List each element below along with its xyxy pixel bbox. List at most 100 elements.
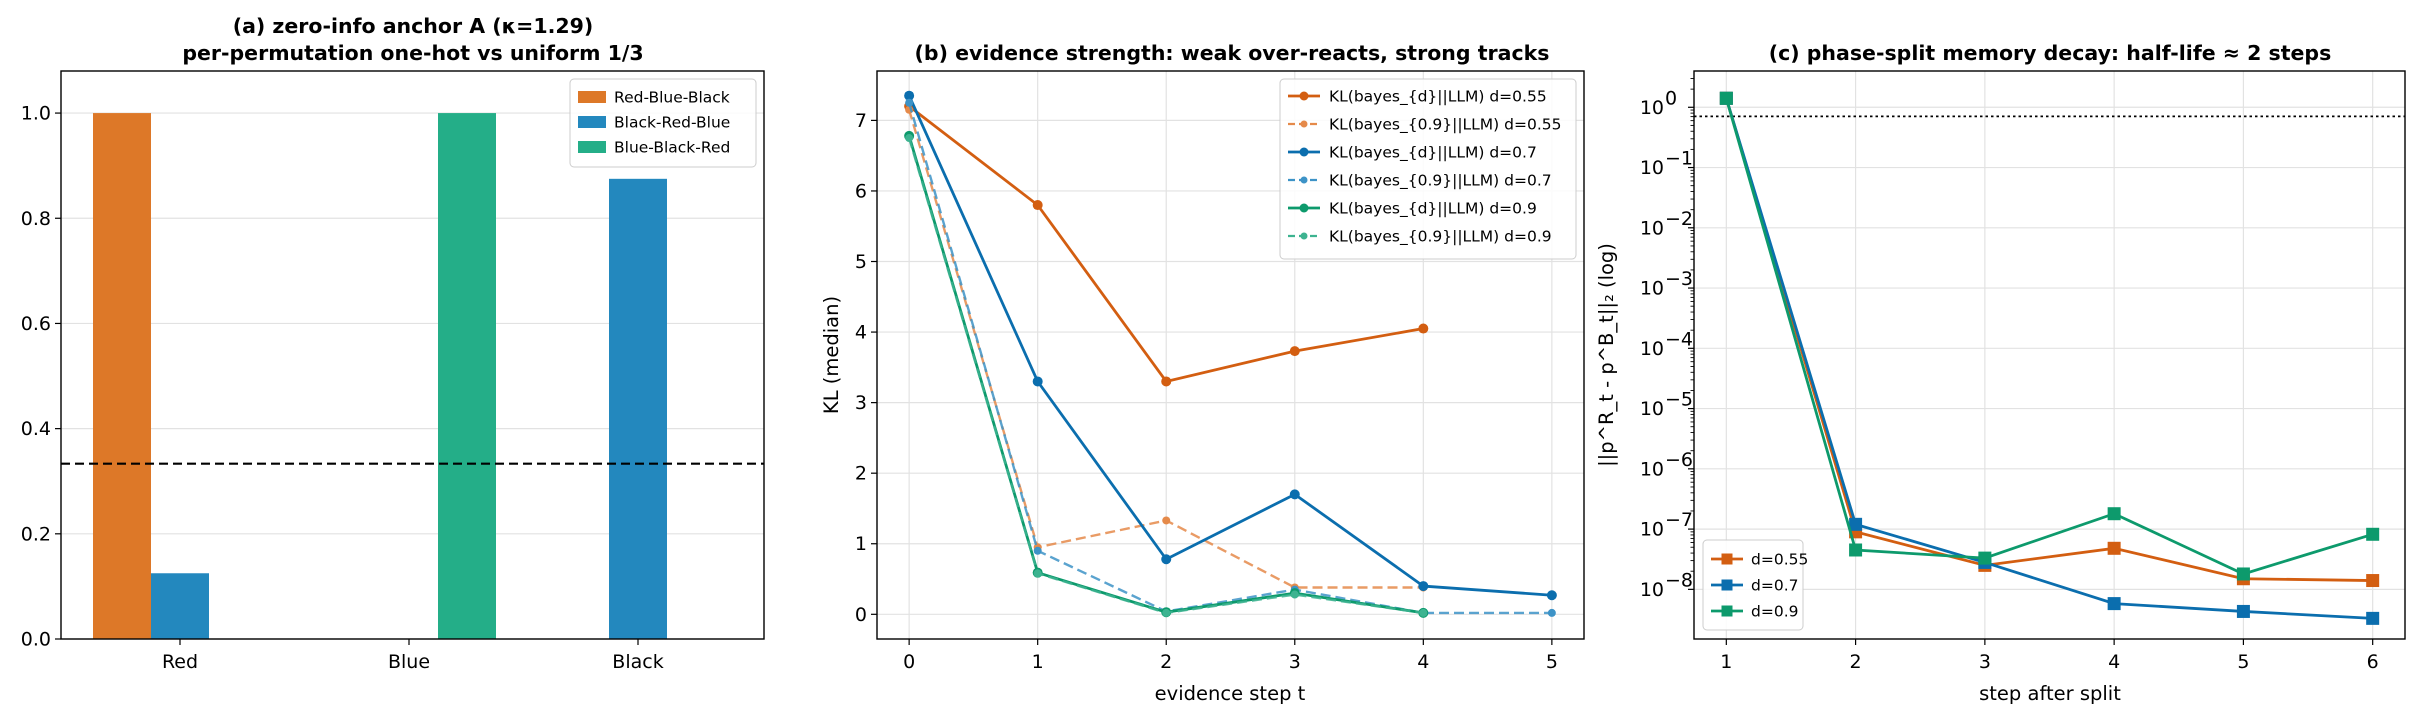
panel-b-legend-box [1279, 78, 1577, 260]
panel-c-data-point [2366, 611, 2380, 625]
panel-b-legend-marker [1299, 91, 1309, 101]
panel-b-data-point [1418, 323, 1429, 334]
panel-c-legend-marker [1721, 553, 1733, 565]
panel-b-legend-marker [1300, 232, 1308, 240]
panel-a-x-tick-label: Red [162, 651, 198, 673]
panel-b-y-tick-label: 1 [855, 533, 867, 555]
panel-b-legend-label: KL(bayes_{0.9}||LLM) d=0.7 [1329, 172, 1552, 191]
panel-c-y-tick-label: 10 [1640, 278, 1664, 300]
panel-c-data-point [1719, 91, 1733, 105]
panel-c-y-tick-exponent: −3 [1665, 268, 1693, 290]
panel-b-series-line [907, 95, 1552, 597]
panel-a-bar [93, 113, 151, 639]
panel-b-data-point [1032, 376, 1043, 387]
panel-b-data-point [1547, 608, 1556, 617]
panel-a-y-tick-label: 0.0 [21, 629, 51, 651]
panel-c-y-tick-exponent: −8 [1665, 569, 1693, 591]
panel-c-y-tick-exponent: −2 [1665, 208, 1693, 230]
panel-b-data-point [905, 98, 914, 107]
panel-a-y-tick-label: 0.4 [21, 418, 51, 440]
panel-b-series-line [907, 102, 1552, 615]
panel-c-y-tick-exponent: −1 [1665, 148, 1693, 170]
panel-b-data-point [1162, 608, 1171, 617]
panel-c-y-axis-label: ||p^R_t - p^B_t||₂ (log) [1595, 243, 1618, 467]
panel-c-data-point [2107, 597, 2121, 611]
panel-a-legend-swatch [578, 141, 606, 153]
panel-c-title: (c) phase-split memory decay: half-life … [1769, 41, 2332, 65]
panel-b-y-tick-label: 4 [855, 322, 867, 344]
panel-a-legend-label: Black-Red-Blue [614, 114, 730, 132]
panel-b-y-tick-label: 2 [855, 463, 867, 485]
panel-a-legend-swatch [578, 116, 606, 128]
panel-b-data-point [1289, 346, 1300, 357]
panel-c-legend-label: d=0.9 [1751, 603, 1798, 621]
panel-a-y-tick-label: 0.2 [21, 523, 51, 545]
panel-b: (b) evidence strength: weak over-reacts,… [820, 41, 1585, 705]
panel-b-data-point [1032, 200, 1043, 211]
panel-c-x-tick-label: 3 [1979, 651, 1991, 673]
panel-b-title: (b) evidence strength: weak over-reacts,… [915, 41, 1550, 65]
panel-a-legend-label: Red-Blue-Black [614, 89, 730, 107]
panel-c-y-tick-label: 10 [1640, 398, 1664, 420]
panel-c-y-tick-exponent: −7 [1665, 509, 1693, 531]
panel-c: (c) phase-split memory decay: half-life … [1595, 41, 2406, 705]
panel-a-title-line-2: per-permutation one-hot vs uniform 1/3 [182, 41, 643, 65]
panel-b-x-tick-label: 0 [903, 651, 915, 673]
panel-a-x-tick-label: Black [612, 651, 663, 673]
panel-c-x-tick-label: 4 [2108, 651, 2120, 673]
panel-b-legend-marker [1299, 147, 1309, 157]
panel-c-x-tick-label: 6 [2367, 651, 2379, 673]
panel-c-x-tick-label: 5 [2237, 651, 2249, 673]
panel-a-legend-box [569, 78, 757, 168]
panel-b-legend: KL(bayes_{d}||LLM) d=0.55 KL(bayes_{0.9}|… [1279, 78, 1577, 260]
panel-a-y-tick-label: 1.0 [21, 103, 51, 125]
panel-c-series-line [1724, 97, 2374, 576]
panel-b-y-tick-label: 3 [855, 392, 867, 414]
panel-c-x-axis-label: step after split [1979, 682, 2121, 705]
panel-c-y-tick-exponent: −4 [1665, 328, 1693, 350]
panel-b-axes-frame [876, 70, 1585, 640]
panel-a-bar [151, 573, 209, 639]
panel-b-x-tick-label: 2 [1160, 651, 1172, 673]
panel-c-y-tick-exponent: −6 [1665, 449, 1693, 471]
panel-b-data-point [1161, 554, 1172, 565]
panel-b-data-point [904, 90, 915, 101]
panel-c-y-tick-label: 10 [1640, 519, 1664, 541]
panel-c-legend-label: d=0.7 [1751, 577, 1798, 595]
panel-c-legend-label: d=0.55 [1751, 551, 1808, 569]
panel-b-legend-marker [1300, 176, 1308, 184]
panel-a-y-tick-label: 0.8 [21, 208, 51, 230]
panel-b-data-point [1162, 516, 1171, 525]
panel-b-y-tick-label: 7 [855, 110, 867, 132]
panel-c-x-tick-label: 2 [1850, 651, 1862, 673]
panel-c-data-point [2236, 567, 2250, 581]
panel-b-x-tick-label: 1 [1032, 651, 1044, 673]
panel-c-legend: d=0.55 d=0.7 d=0.9 [1702, 539, 1808, 631]
panel-c-legend-marker [1721, 579, 1733, 591]
panel-a-x-tick-label: Blue [388, 651, 430, 673]
panel-a-bar [438, 113, 496, 639]
panel-a-axes-frame [60, 70, 765, 640]
panel-b-x-tick-label: 4 [1417, 651, 1429, 673]
panel-c-y-tick-label: 10 [1640, 579, 1664, 601]
panel-c-y-tick-label: 10 [1640, 97, 1664, 119]
panel-b-legend-label: KL(bayes_{d}||LLM) d=0.55 [1329, 88, 1547, 107]
panel-c-data-point [2107, 507, 2121, 521]
panel-b-x-tick-label: 5 [1546, 651, 1558, 673]
panel-c-series-line [1724, 97, 2373, 582]
panel-c-y-tick-exponent: 0 [1665, 87, 1677, 109]
panel-b-y-tick-label: 5 [855, 251, 867, 273]
panel-a-bar [609, 178, 667, 639]
panel-b-data-point [1418, 581, 1429, 592]
panel-a-legend: Red-Blue-Black Black-Red-Blue Blue-Black-R… [569, 78, 757, 168]
panel-a-legend-swatch [578, 91, 606, 103]
panel-a-y-tick-label: 0.6 [21, 313, 51, 335]
panel-c-data-point [1849, 543, 1863, 557]
panel-b-data-point [1289, 489, 1300, 500]
panel-c-data-point [1978, 551, 1992, 565]
panel-c-x-tick-label: 1 [1720, 651, 1732, 673]
panel-c-data-point [2366, 574, 2380, 588]
panel-a: (a) zero-info anchor A (κ=1.29) per-perm… [21, 14, 765, 673]
panel-a-legend-label: Blue-Black-Red [614, 139, 730, 157]
panel-c-series-line [1724, 97, 2373, 620]
